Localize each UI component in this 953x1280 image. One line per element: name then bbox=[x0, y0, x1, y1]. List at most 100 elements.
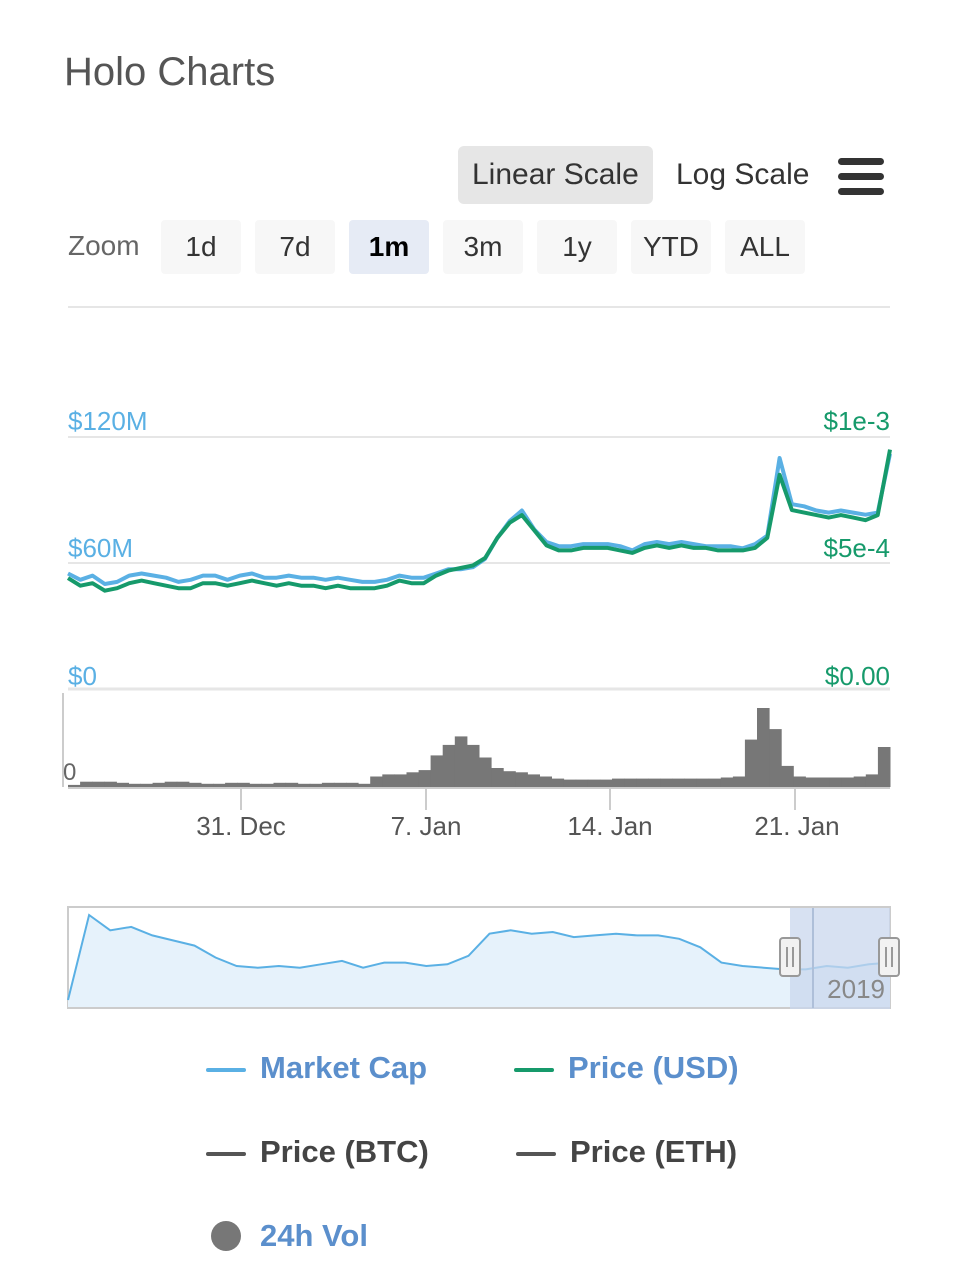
volume-bar bbox=[491, 768, 504, 787]
zoom-1d-button[interactable]: 1d bbox=[161, 220, 241, 274]
volume-bar bbox=[225, 782, 238, 787]
volume-bar bbox=[551, 778, 565, 787]
legend-price-eth-symbol bbox=[516, 1152, 556, 1156]
legend-24h-vol[interactable]: 24h Vol bbox=[260, 1218, 368, 1253]
series-line-market-cap[interactable] bbox=[67, 453, 892, 586]
navigator-year-label: 2019 bbox=[827, 974, 885, 1004]
volume-bar bbox=[672, 778, 685, 787]
zoom-ytd-button[interactable]: YTD bbox=[631, 220, 711, 274]
volume-bar bbox=[877, 747, 891, 787]
volume-bar bbox=[201, 783, 214, 787]
volume-bar bbox=[696, 778, 710, 787]
volume-bar bbox=[515, 772, 528, 787]
volume-bar bbox=[128, 783, 141, 787]
volume-bar bbox=[273, 782, 287, 787]
volume-bar bbox=[793, 776, 806, 787]
volume-bar bbox=[648, 778, 661, 787]
zoom-1m-button[interactable]: 1m bbox=[349, 220, 429, 274]
y-right-tick-label: $0.00 bbox=[825, 661, 890, 691]
volume-bar bbox=[382, 774, 395, 787]
navigator-right-handle[interactable] bbox=[878, 937, 900, 977]
volume-bar bbox=[624, 778, 637, 787]
volume-bar bbox=[152, 782, 166, 787]
volume-bar bbox=[394, 774, 407, 787]
log-scale-button[interactable]: Log Scale bbox=[676, 158, 810, 191]
legend-market-cap-symbol bbox=[206, 1068, 246, 1072]
chart-title: Holo Charts bbox=[64, 50, 276, 94]
price-chart[interactable]: $120M $60M $0 $1e-3 $5e-4 $0.00 0 31. De… bbox=[0, 0, 953, 1030]
volume-bar bbox=[80, 781, 93, 787]
volume-bar bbox=[237, 782, 250, 787]
volume-bar bbox=[454, 736, 468, 787]
volume-bar bbox=[732, 776, 746, 787]
volume-axis-label: 0 bbox=[63, 759, 76, 786]
volume-bar bbox=[297, 783, 311, 787]
zoom-label: Zoom bbox=[68, 230, 140, 261]
navigator-area bbox=[68, 915, 890, 1007]
volume-bar bbox=[68, 784, 81, 787]
legend-price-usd-symbol bbox=[514, 1068, 554, 1072]
volume-bar bbox=[285, 782, 299, 787]
volume-bar bbox=[708, 778, 722, 787]
volume-bar bbox=[757, 708, 770, 787]
zoom-1y-button[interactable]: 1y bbox=[537, 220, 617, 274]
volume-bar bbox=[309, 783, 323, 787]
volume-bar bbox=[466, 744, 480, 787]
y-right-tick-label: $5e-4 bbox=[824, 533, 891, 563]
volume-bar bbox=[213, 783, 226, 787]
volume-bar bbox=[333, 782, 347, 787]
volume-bar bbox=[261, 783, 274, 787]
volume-bar bbox=[575, 779, 589, 787]
volume-bar bbox=[781, 765, 794, 787]
navigator-line bbox=[67, 913, 891, 1001]
navigator-left-handle[interactable] bbox=[779, 937, 801, 977]
volume-bar bbox=[841, 777, 855, 787]
volume-bar bbox=[418, 770, 432, 787]
x-tick-label: 21. Jan bbox=[754, 811, 839, 841]
zoom-7d-button[interactable]: 7d bbox=[255, 220, 335, 274]
volume-bar bbox=[503, 771, 516, 787]
volume-bar bbox=[612, 778, 625, 787]
volume-bar bbox=[249, 783, 262, 787]
volume-bar bbox=[853, 776, 867, 787]
x-tick-label: 7. Jan bbox=[391, 811, 462, 841]
volume-bar bbox=[358, 783, 371, 787]
volume-bar bbox=[140, 783, 154, 787]
legend-price-eth[interactable]: Price (ETH) bbox=[570, 1134, 738, 1169]
x-tick-label: 14. Jan bbox=[567, 811, 652, 841]
volume-bar bbox=[176, 781, 190, 787]
legend-market-cap[interactable]: Market Cap bbox=[260, 1050, 428, 1085]
zoom-3m-button[interactable]: 3m bbox=[443, 220, 523, 274]
volume-bar bbox=[539, 776, 552, 787]
volume-bar bbox=[817, 777, 831, 787]
volume-bar bbox=[563, 779, 577, 787]
volume-bar bbox=[430, 755, 444, 787]
volume-bar bbox=[769, 729, 782, 787]
volume-bar bbox=[599, 779, 613, 787]
volume-bar bbox=[660, 778, 673, 787]
volume-bar bbox=[865, 774, 879, 787]
volume-bar bbox=[805, 777, 818, 787]
y-left-tick-label: $120M bbox=[68, 406, 148, 436]
volume-bar bbox=[744, 739, 758, 787]
navigator-selection[interactable] bbox=[790, 908, 890, 1009]
volume-bar bbox=[406, 772, 420, 787]
series-line-price-usd[interactable] bbox=[66, 449, 892, 593]
zoom-all-button[interactable]: ALL bbox=[725, 220, 805, 274]
y-left-tick-label: $0 bbox=[68, 661, 97, 691]
volume-bar bbox=[346, 782, 359, 787]
volume-bar bbox=[587, 779, 601, 787]
legend-volume-symbol bbox=[211, 1221, 241, 1251]
hamburger-menu-icon[interactable] bbox=[838, 158, 884, 196]
toolbar-divider bbox=[68, 306, 890, 308]
y-left-tick-label: $60M bbox=[68, 533, 133, 563]
volume-bar bbox=[720, 777, 734, 787]
legend-price-btc[interactable]: Price (BTC) bbox=[260, 1134, 429, 1169]
volume-bar bbox=[164, 781, 178, 787]
legend-price-usd[interactable]: Price (USD) bbox=[568, 1050, 739, 1085]
volume-bar bbox=[116, 782, 129, 787]
volume-bar bbox=[527, 774, 540, 787]
volume-bar bbox=[829, 777, 843, 787]
y-right-tick-label: $1e-3 bbox=[824, 406, 891, 436]
linear-scale-button[interactable]: Linear Scale bbox=[458, 146, 653, 204]
